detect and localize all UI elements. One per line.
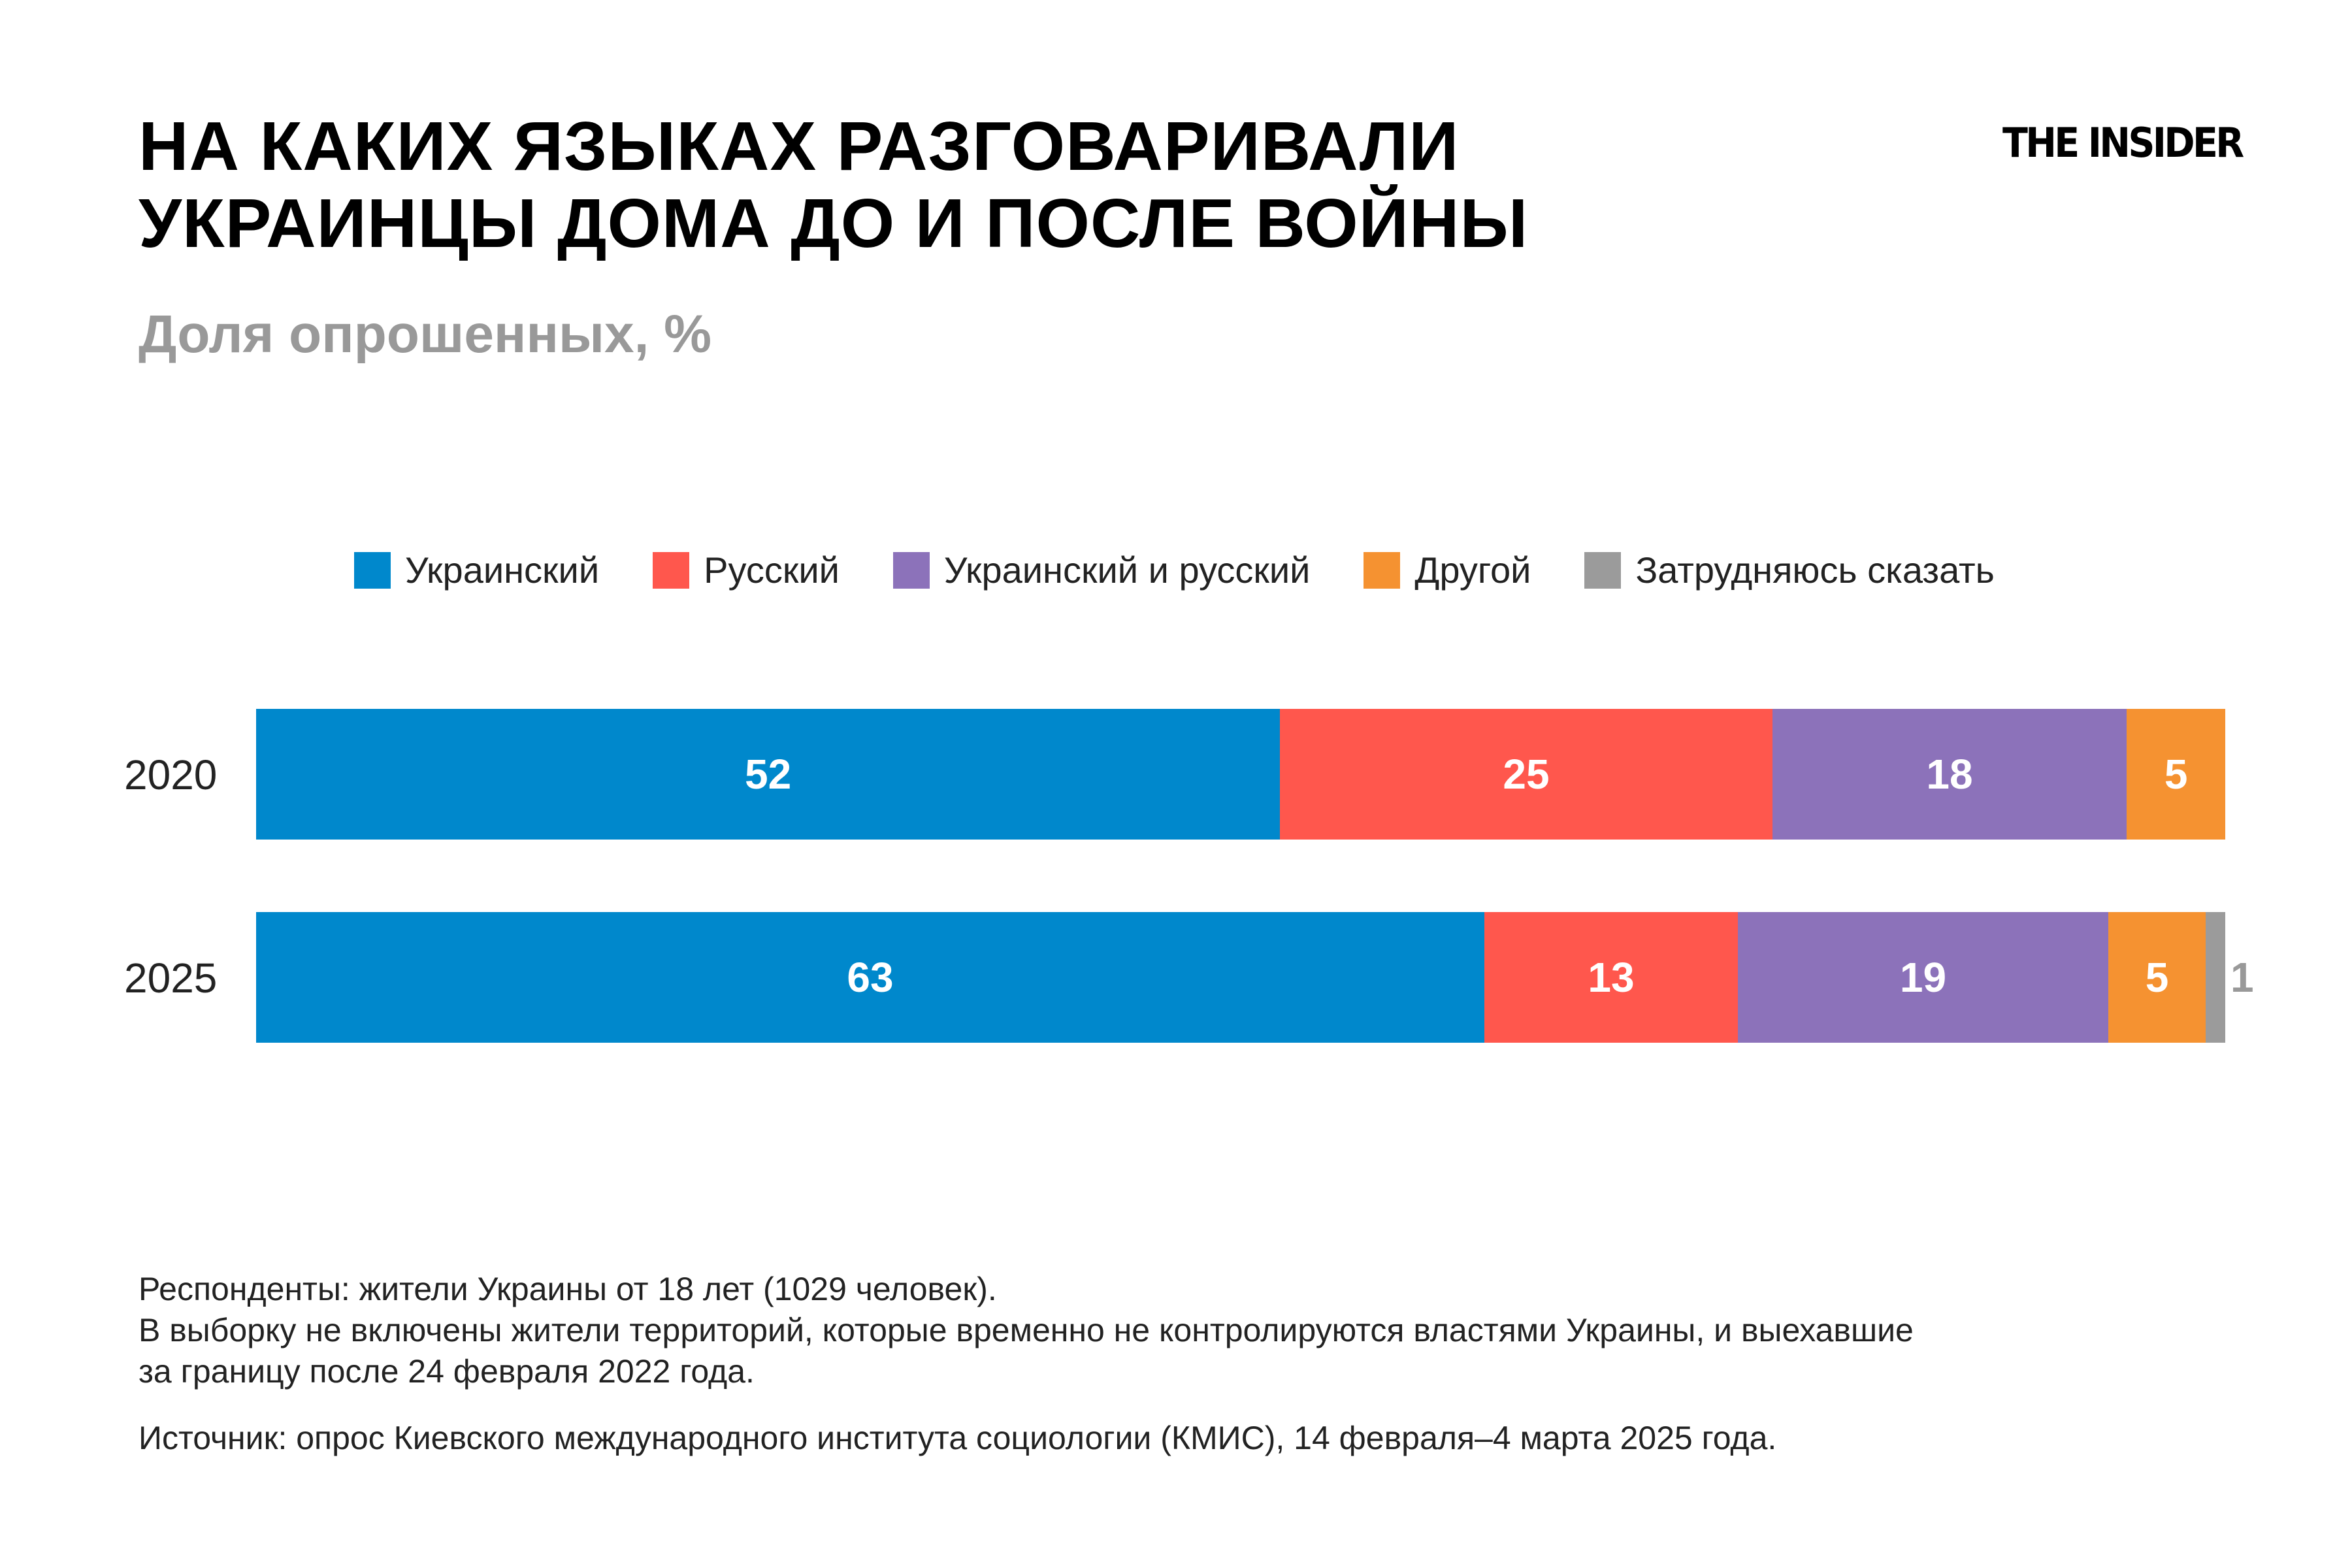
footer-notes: Респонденты: жители Украины от 18 лет (1… [139,1269,1914,1392]
logo: THE INSIDER [2002,119,2244,167]
legend-swatch [1364,551,1401,589]
category-label: 2020 [124,751,218,798]
legend-item: Украинский [354,549,599,591]
stacked-bar: 63 13 19 5 1 [256,912,2254,1043]
bar-segment: 1 [2206,912,2254,1043]
bar-segment: 63 [256,912,1485,1043]
bar-segment: 13 [1484,912,1738,1043]
bar-segment: 25 [1280,709,1772,840]
footer-note: В выборку не включены жители территорий,… [139,1312,1914,1348]
data-label: 5 [2164,751,2188,798]
bar-segment: 18 [1772,709,2127,840]
bar-segment: 19 [1737,912,2108,1043]
title-line-2: УКРАИНЦЫ ДОМА ДО И ПОСЛЕ ВОЙНЫ [139,185,1529,262]
legend-label: Затрудняюсь сказать [1635,549,1995,591]
chart-subtitle: Доля опрошенных, % [139,304,712,364]
legend-label: Русский [704,549,840,591]
data-label: 63 [847,954,894,1001]
title-line-1: НА КАКИХ ЯЗЫКАХ РАЗГОВАРИВАЛИ [139,108,1460,185]
legend-label: Украинский и русский [943,549,1311,591]
legend-label: Украинский [405,549,600,591]
bar-segment: 5 [2108,912,2206,1043]
bar-segment: 52 [256,709,1281,840]
data-label: 19 [1899,954,1947,1001]
legend-item: Затрудняюсь сказать [1584,549,1995,591]
stacked-bar: 52 25 18 5 [256,709,2225,840]
legend-label: Другой [1414,549,1531,591]
footer-note: за границу после 24 февраля 2022 года. [139,1353,755,1390]
data-label: 1 [2230,954,2254,1001]
chart-title: НА КАКИХ ЯЗЫКАХ РАЗГОВАРИВАЛИ УКРАИНЦЫ Д… [139,108,1528,262]
legend-item: Украинский и русский [892,549,1311,591]
category-label: 2025 [124,955,218,1002]
footer-source: Источник: опрос Киевского международного… [139,1420,1777,1456]
data-label: 52 [745,751,792,798]
data-label: 25 [1503,751,1550,798]
legend-swatch [354,551,391,589]
footer-note: Респонденты: жители Украины от 18 лет (1… [139,1271,997,1307]
data-label: 18 [1926,751,1973,798]
legend-swatch [1584,551,1622,589]
data-label: 13 [1588,954,1635,1001]
legend-item: Другой [1364,549,1531,591]
legend: Украинский Русский Украинский и русский Дру… [354,549,2048,591]
legend-item: Русский [653,549,840,591]
data-label: 5 [2145,954,2169,1001]
legend-swatch [653,551,690,589]
bar-segment: 5 [2127,709,2225,840]
legend-swatch [892,551,930,589]
